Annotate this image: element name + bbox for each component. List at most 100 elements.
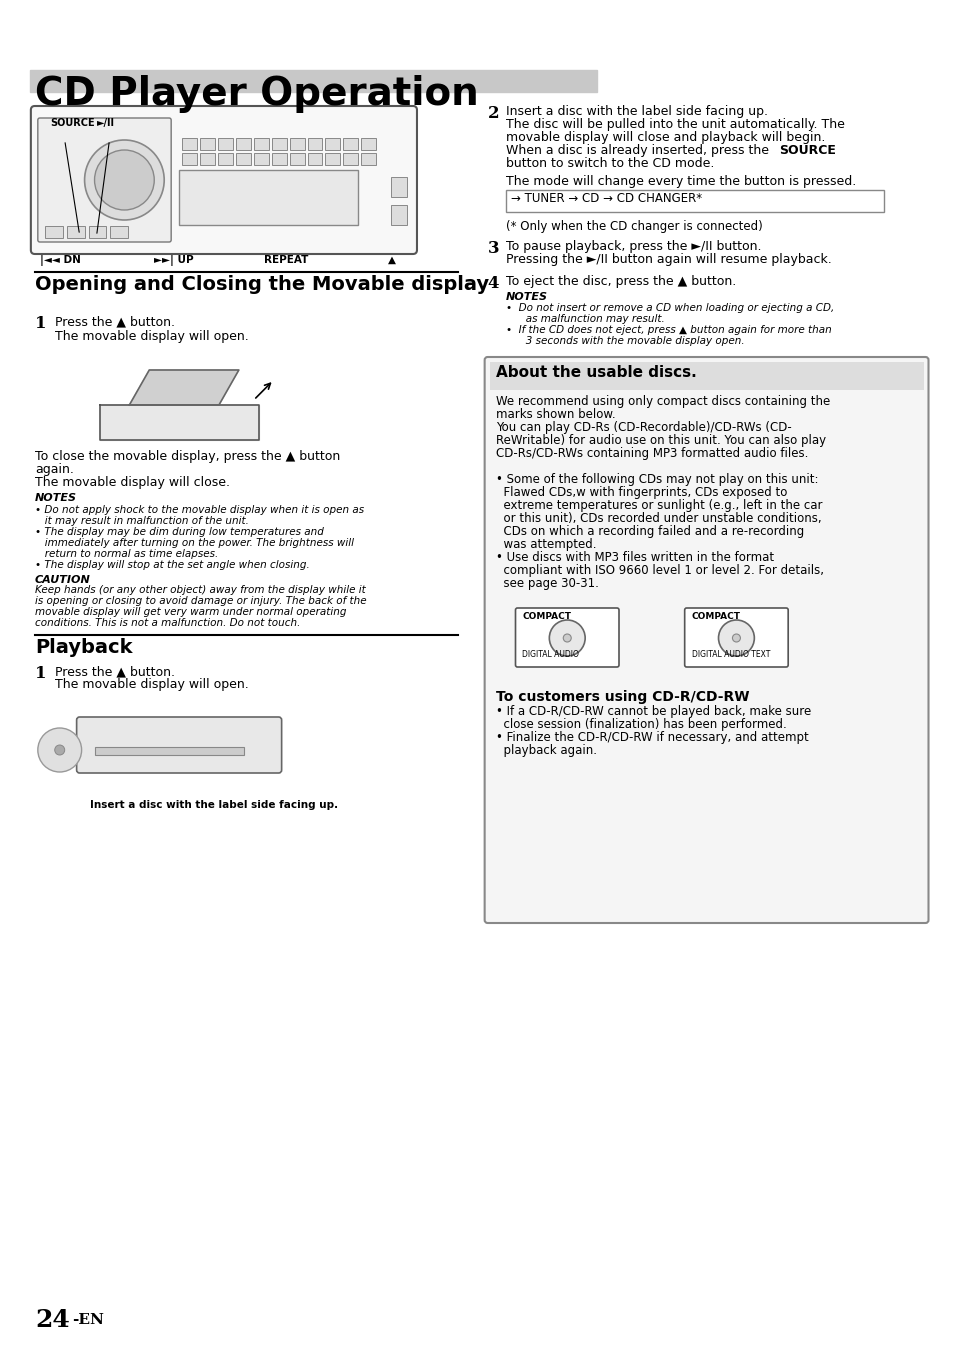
Text: SOURCE: SOURCE [50,118,94,128]
Text: Opening and Closing the Movable display: Opening and Closing the Movable display [35,275,489,293]
Bar [217,153,233,166]
Text: CD-Rs/CD-RWs containing MP3 formatted audio files.: CD-Rs/CD-RWs containing MP3 formatted au… [495,447,807,460]
Bar [235,153,251,166]
Text: movable display will get very warm under normal operating: movable display will get very warm under… [35,607,346,616]
Text: • The display may be dim during low temperatures and: • The display may be dim during low temp… [35,528,323,537]
Text: NOTES: NOTES [505,292,547,302]
Circle shape [562,634,571,642]
Polygon shape [130,370,238,405]
Text: ►/II: ►/II [96,118,114,128]
Text: ►►| UP: ►►| UP [154,254,193,267]
Text: To pause playback, press the ►/II button.: To pause playback, press the ►/II button… [505,240,760,253]
Circle shape [94,149,154,210]
Bar [200,153,214,166]
Text: When a disc is already inserted, press the: When a disc is already inserted, press t… [505,144,772,157]
Text: (* Only when the CD changer is connected): (* Only when the CD changer is connected… [505,219,761,233]
Text: or this unit), CDs recorded under unstable conditions,: or this unit), CDs recorded under unstab… [495,511,821,525]
FancyBboxPatch shape [30,106,416,254]
Text: 1: 1 [35,315,47,332]
Text: was attempted.: was attempted. [495,538,596,551]
Bar [290,153,304,166]
Text: conditions. This is not a malfunction. Do not touch.: conditions. This is not a malfunction. D… [35,618,300,629]
Text: DIGITAL AUDIO TEXT: DIGITAL AUDIO TEXT [691,650,769,660]
Text: To customers using CD-R/CD-RW: To customers using CD-R/CD-RW [495,690,748,704]
Text: The movable display will close.: The movable display will close. [35,476,230,489]
Bar [272,153,286,166]
Text: -EN: -EN [71,1312,104,1327]
Text: 3: 3 [487,240,498,257]
Bar [253,139,269,149]
Text: close session (finalization) has been performed.: close session (finalization) has been pe… [495,717,785,731]
Text: We recommend using only compact discs containing the: We recommend using only compact discs co… [495,394,829,408]
Text: 1: 1 [35,665,47,682]
Text: CDs on which a recording failed and a re-recording: CDs on which a recording failed and a re… [495,525,803,538]
Text: Playback: Playback [35,638,132,657]
Circle shape [549,621,584,656]
Text: • If a CD-R/CD-RW cannot be played back, make sure: • If a CD-R/CD-RW cannot be played back,… [495,705,810,717]
Text: compliant with ISO 9660 level 1 or level 2. For details,: compliant with ISO 9660 level 1 or level… [495,564,822,577]
Bar [361,139,375,149]
Bar [45,226,63,238]
Text: The disc will be pulled into the unit automatically. The: The disc will be pulled into the unit au… [505,118,843,131]
Bar [200,139,214,149]
Text: Flawed CDs,w with fingerprints, CDs exposed to: Flawed CDs,w with fingerprints, CDs expo… [495,486,786,499]
Circle shape [54,744,65,755]
Text: To close the movable display, press the ▲ button: To close the movable display, press the … [35,450,339,463]
Bar [325,153,340,166]
Bar [343,153,358,166]
Text: Press the ▲ button.: Press the ▲ button. [54,665,174,678]
Text: COMPACT: COMPACT [691,612,740,621]
Text: 3 seconds with the movable display open.: 3 seconds with the movable display open. [515,336,743,346]
Text: |◄◄ DN: |◄◄ DN [40,254,81,267]
Text: → TUNER → CD → CD CHANGER*: → TUNER → CD → CD CHANGER* [510,192,700,205]
Text: The movable display will open.: The movable display will open. [54,678,248,690]
Text: as malfunction may result.: as malfunction may result. [515,314,663,324]
Text: You can play CD-Rs (CD-Recordable)/CD-RWs (CD-: You can play CD-Rs (CD-Recordable)/CD-RW… [495,421,791,433]
Circle shape [732,634,740,642]
Bar [290,139,304,149]
Text: extreme temperatures or sunlight (e.g., left in the car: extreme temperatures or sunlight (e.g., … [495,499,821,511]
Bar [361,153,375,166]
Text: DIGITAL AUDIO: DIGITAL AUDIO [522,650,578,660]
Text: • Use discs with MP3 files written in the format: • Use discs with MP3 files written in th… [495,551,773,564]
FancyBboxPatch shape [515,608,618,668]
FancyBboxPatch shape [484,357,927,923]
Bar [391,178,407,197]
Bar [307,153,322,166]
Text: Insert a disc with the label side facing up.: Insert a disc with the label side facing… [90,800,337,810]
Text: •  If the CD does not eject, press ▲ button again for more than: • If the CD does not eject, press ▲ butt… [505,324,830,335]
Text: CD Player Operation: CD Player Operation [35,75,478,113]
Polygon shape [99,405,258,440]
Text: • The display will stop at the set angle when closing.: • The display will stop at the set angle… [35,560,310,569]
Bar [325,139,340,149]
Bar [307,139,322,149]
Text: The movable display will open.: The movable display will open. [54,330,248,343]
Text: • Finalize the CD-R/CD-RW if necessary, and attempt: • Finalize the CD-R/CD-RW if necessary, … [495,731,807,744]
Bar [272,139,286,149]
Bar [111,226,129,238]
Text: ReWritable) for audio use on this unit. You can also play: ReWritable) for audio use on this unit. … [495,433,825,447]
Text: Insert a disc with the label side facing up.: Insert a disc with the label side facing… [505,105,767,118]
Text: • Some of the following CDs may not play on this unit:: • Some of the following CDs may not play… [495,472,818,486]
Text: playback again.: playback again. [495,744,596,756]
Text: 4: 4 [487,275,498,292]
Bar [30,70,597,92]
Bar [182,139,197,149]
FancyBboxPatch shape [76,717,281,773]
Text: To eject the disc, press the ▲ button.: To eject the disc, press the ▲ button. [505,275,735,288]
Text: button to switch to the CD mode.: button to switch to the CD mode. [505,157,713,170]
Text: Pressing the ►/II button again will resume playback.: Pressing the ►/II button again will resu… [505,253,830,267]
Bar [217,139,233,149]
Text: COMPACT: COMPACT [522,612,571,621]
Text: 24: 24 [35,1308,70,1333]
Bar [179,170,358,225]
Text: •  Do not insert or remove a CD when loading or ejecting a CD,: • Do not insert or remove a CD when load… [505,303,833,314]
Bar [505,190,882,213]
Text: About the usable discs.: About the usable discs. [495,365,696,380]
Bar [67,226,85,238]
Text: ▲: ▲ [388,254,395,265]
Bar [235,139,251,149]
Text: immediately after turning on the power. The brightness will: immediately after turning on the power. … [35,538,354,548]
Text: return to normal as time elapses.: return to normal as time elapses. [35,549,218,559]
Text: is opening or closing to avoid damage or injury. The back of the: is opening or closing to avoid damage or… [35,596,366,606]
